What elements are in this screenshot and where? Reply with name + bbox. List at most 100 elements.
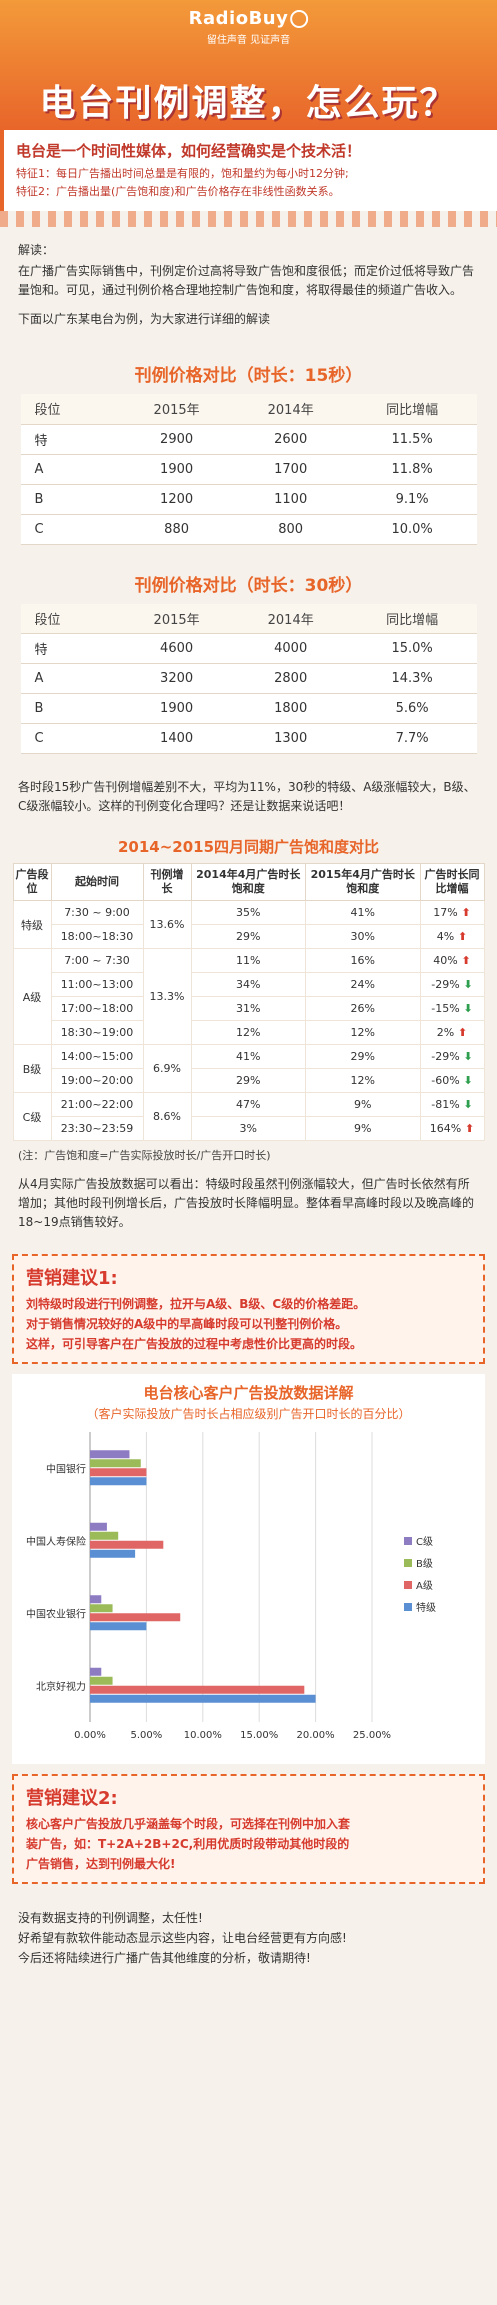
table-row: 19:00~20:00 29% 12% -60% ⬇ [13,1068,485,1093]
category-label: 中国农业银行 [26,1607,86,1620]
cell: B [20,693,120,724]
y2015-cell: 16% [305,948,421,973]
table-row: 17:00~18:00 31% 26% -15% ⬇ [13,996,485,1021]
table-header: 2014年 [233,603,348,634]
cell: 2900 [119,424,234,455]
bar [90,1685,305,1694]
table-header: 广告段位 [12,863,52,901]
table-header: 刊例增长 [142,863,192,901]
analysis-2: 从4月实际广告投放数据可以看出：特级时段虽然刊例涨幅较大，但广告时长依然有所增加… [18,1177,475,1229]
cell: 1800 [233,693,348,724]
features-headline: 电台是一个时间性媒体，如何经营确实是个技术活！ [16,142,362,160]
table-header: 同比增幅 [347,394,477,425]
x-tick-label: 20.00% [297,1730,335,1741]
legend-label: B级 [416,1558,433,1570]
change-value: -60% [431,1074,460,1087]
table-header: 2014年4月广告时长饱和度 [190,863,306,901]
y2015-cell: 9% [305,1116,421,1141]
legend-swatch [404,1537,412,1545]
bar [90,1667,102,1676]
cell: C [20,514,120,545]
cell: C [20,723,120,754]
table-row: C 1400 1300 7.7% [20,723,477,754]
change-value: 17% [433,906,458,919]
y2014-cell: 47% [190,1092,306,1117]
bar [90,1676,113,1685]
table-row: 特 2900 2600 11.5% [20,424,477,455]
logo-slogan: 留住声音 见证声音 [206,35,291,46]
category-label: 中国人寿保险 [26,1535,86,1548]
cell: B [20,484,120,515]
x-tick-label: 15.00% [240,1730,278,1741]
intro-paragraph-2: 下面以广东某电台为例，为大家进行详细的解读 [18,312,271,326]
cell: 1300 [233,723,348,754]
y2015-cell: 24% [305,972,421,997]
bar [90,1540,164,1549]
table-header: 2015年 [119,394,234,425]
cell: 4000 [233,633,348,664]
cell: 2600 [233,424,348,455]
change-value: -81% [431,1098,460,1111]
cell: 4600 [119,633,234,664]
y2015-cell: 26% [305,996,421,1021]
arrow-down-icon: ⬇ [459,1002,473,1015]
y2015-cell: 12% [305,1068,421,1093]
cell: 特 [20,633,120,664]
time-cell: 18:30~19:00 [50,1020,144,1045]
change-value: 4% [436,930,455,943]
table-row: 23:30~23:59 3% 9% 164% ⬆ [13,1116,485,1141]
cell: 1900 [119,454,234,485]
level-cell: C级 [12,1092,52,1141]
time-cell: 18:00~18:30 [50,924,144,949]
y2014-cell: 41% [190,1044,306,1069]
advice-2-title: 营销建议2: [26,1788,118,1809]
change-value: -15% [431,1002,460,1015]
change-cell: -29% ⬇ [419,1044,485,1069]
time-cell: 21:00~22:00 [50,1092,144,1117]
bar [90,1459,141,1468]
bar [90,1477,147,1486]
advice-box-1: 营销建议1: 刘特级时段进行刊例调整，拉开与A级、B级、C级的价格差距。 对于销… [12,1254,485,1364]
category-label: 北京好视力 [36,1680,86,1693]
wave-divider [0,211,497,227]
bar [90,1468,147,1477]
advice-1-line: 刘特级时段进行刊例调整，拉开与A级、B级、C级的价格差距。 [26,1297,366,1311]
y2015-cell: 9% [305,1092,421,1117]
intro-label: 解读： [18,243,55,257]
cell: 15.0% [347,633,477,664]
bar [90,1549,136,1558]
y2015-cell: 30% [305,924,421,949]
x-tick-label: 25.00% [353,1730,391,1741]
level-cell: A级 [12,948,52,1045]
table-row: 特级 7:30 ~ 9:00 13.6% 35% 41% 17% ⬆ [12,900,485,949]
saturation-note: (注：广告饱和度=广告实际投放时长/广告开口时长) [18,1149,271,1162]
saturation-table: 广告段位 起始时间 刊例增长 2014年4月广告时长饱和度 2015年4月广告时… [12,863,485,1141]
cell: 10.0% [347,514,477,545]
x-tick-label: 10.00% [184,1730,222,1741]
change-cell: -15% ⬇ [419,996,485,1021]
category-label: 中国银行 [46,1462,86,1475]
change-value: 164% [429,1122,462,1135]
logo: RadioBuy 留住声音 见证声音 [189,8,309,46]
cell: 1700 [233,454,348,485]
cell: 2800 [233,663,348,694]
footer-line-2: 好希望有款软件能动态显示这些内容，让电台经营更有方向感! [18,1931,347,1945]
radio-wave-icon [290,10,309,28]
growth-cell: 13.3% [142,948,192,1045]
table15-title: 刊例价格对比（时长：15秒） [134,366,363,386]
level-cell: 特级 [12,900,52,949]
y2015-cell: 12% [305,1020,421,1045]
y2014-cell: 11% [190,948,306,973]
saturation-title: 2014~2015四月同期广告饱和度对比 [117,838,380,856]
table-header: 2014年 [233,394,348,425]
cell: 1900 [119,693,234,724]
advice-1-line: 对于销售情况较好的A级中的早高峰时段可以刊整刊例价格。 [26,1317,348,1331]
y2015-cell: 41% [305,900,421,925]
table-row: 11:00~13:00 34% 24% -29% ⬇ [13,972,485,997]
arrow-down-icon: ⬇ [459,1050,473,1063]
x-tick-label: 5.00% [131,1730,163,1741]
change-cell: -60% ⬇ [419,1068,485,1093]
chart-title: 电台核心客户广告投放数据详解 [143,1384,354,1402]
intro-paragraph-1: 在广播广告实际销售中，刊例定价过高将导致广告饱和度很低；而定价过低将导致广告量饱… [18,264,475,297]
change-cell: -29% ⬇ [419,972,485,997]
